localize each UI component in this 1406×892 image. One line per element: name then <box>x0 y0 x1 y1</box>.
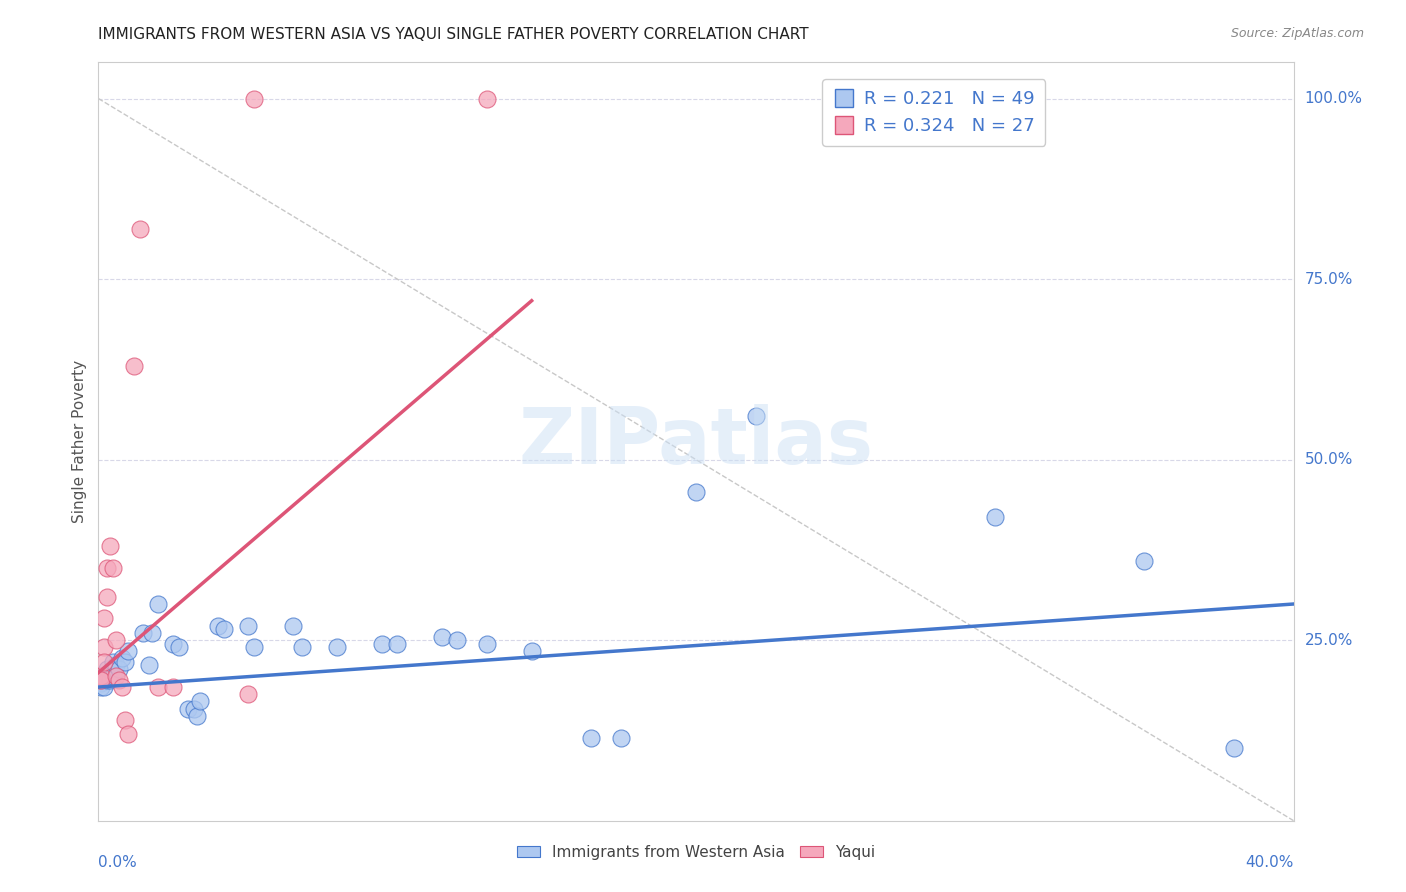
Point <box>207 618 229 632</box>
Point <box>93 611 115 625</box>
Point <box>108 662 131 676</box>
Point <box>162 637 184 651</box>
Point <box>90 673 112 687</box>
Point <box>984 510 1007 524</box>
Point <box>93 673 115 687</box>
Point <box>93 640 115 655</box>
Point <box>111 651 134 665</box>
Point <box>105 658 128 673</box>
Point <box>520 644 543 658</box>
Point <box>93 680 115 694</box>
Text: 50.0%: 50.0% <box>1305 452 1353 467</box>
Point <box>129 221 152 235</box>
Text: 40.0%: 40.0% <box>1246 855 1294 871</box>
Point <box>371 637 394 651</box>
Point <box>117 644 139 658</box>
Point <box>103 561 125 575</box>
Point <box>93 655 115 669</box>
Point <box>446 633 468 648</box>
Point <box>98 665 122 680</box>
Point <box>96 673 118 687</box>
Point <box>581 731 603 745</box>
Point <box>90 673 112 687</box>
Point <box>96 561 118 575</box>
Point <box>685 485 707 500</box>
Point <box>90 669 112 683</box>
Point <box>1223 741 1246 756</box>
Text: 0.0%: 0.0% <box>98 855 138 871</box>
Point <box>162 680 184 694</box>
Y-axis label: Single Father Poverty: Single Father Poverty <box>72 360 87 523</box>
Point <box>93 669 115 683</box>
Point <box>177 702 200 716</box>
Point <box>132 626 155 640</box>
Point <box>183 702 205 716</box>
Text: ZIPatlas: ZIPatlas <box>519 403 873 480</box>
Text: 75.0%: 75.0% <box>1305 271 1353 286</box>
Point <box>90 676 112 690</box>
Text: Source: ZipAtlas.com: Source: ZipAtlas.com <box>1230 27 1364 40</box>
Point <box>89 673 111 687</box>
Point <box>141 626 163 640</box>
Point <box>243 91 266 105</box>
Text: 25.0%: 25.0% <box>1305 632 1353 648</box>
Point <box>105 669 128 683</box>
Point <box>430 630 453 644</box>
Point <box>281 618 304 632</box>
Point <box>475 637 498 651</box>
Point <box>236 687 259 701</box>
Point <box>98 673 122 687</box>
Point <box>148 680 170 694</box>
Point <box>1133 554 1156 568</box>
Point <box>236 618 259 632</box>
Point <box>105 633 128 648</box>
Point <box>108 673 131 687</box>
Point <box>111 680 134 694</box>
Point <box>385 637 409 651</box>
Point <box>103 669 125 683</box>
Point <box>96 662 118 676</box>
Point <box>117 727 139 741</box>
Point <box>745 409 768 424</box>
Point <box>243 640 266 655</box>
Point <box>148 597 170 611</box>
Point <box>96 669 118 683</box>
Point <box>291 640 314 655</box>
Point <box>138 658 160 673</box>
Text: 100.0%: 100.0% <box>1305 91 1362 106</box>
Point <box>103 655 125 669</box>
Point <box>90 680 112 694</box>
Point <box>188 694 211 708</box>
Text: IMMIGRANTS FROM WESTERN ASIA VS YAQUI SINGLE FATHER POVERTY CORRELATION CHART: IMMIGRANTS FROM WESTERN ASIA VS YAQUI SI… <box>98 27 808 42</box>
Point <box>114 713 136 727</box>
Point <box>186 709 208 723</box>
Point <box>475 91 498 105</box>
Point <box>167 640 190 655</box>
Point <box>124 359 146 373</box>
Legend: Immigrants from Western Asia, Yaqui: Immigrants from Western Asia, Yaqui <box>510 838 882 866</box>
Point <box>96 590 118 604</box>
Point <box>610 731 633 745</box>
Point <box>114 655 136 669</box>
Point <box>89 673 111 687</box>
Point <box>212 622 235 636</box>
Point <box>98 539 122 553</box>
Point <box>326 640 349 655</box>
